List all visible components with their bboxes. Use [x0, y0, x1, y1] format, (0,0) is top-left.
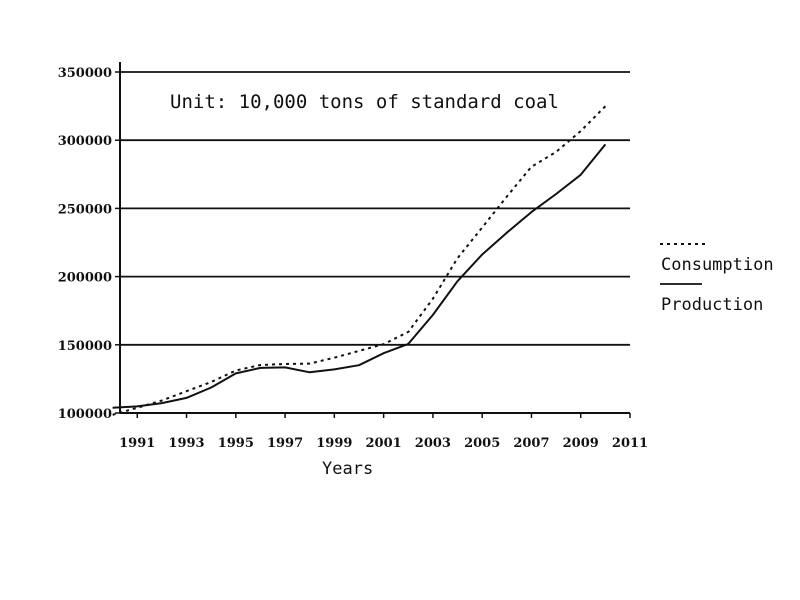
x-axis-title: Years: [322, 459, 373, 479]
x-tick-label-2011: 2011: [612, 436, 648, 451]
x-tick-label-1995: 1995: [218, 436, 254, 451]
y-tick-label-350000: 350000: [58, 66, 112, 81]
series-line-production: [112, 143, 607, 409]
unit-annotation: Unit: 10,000 tons of standard coal: [170, 91, 559, 113]
x-tick-label-1991: 1991: [119, 436, 155, 451]
y-tick-label-150000: 150000: [58, 339, 112, 354]
legend-consumption-label: Consumption: [661, 255, 774, 275]
series-line-consumption: [112, 105, 607, 416]
y-tick-label-250000: 250000: [58, 202, 112, 217]
x-tick-labels: 1991 1993 1995 1997 1999 2001 2003 2005 2007 2009…: [119, 413, 648, 451]
x-tick-label-1999: 1999: [316, 436, 352, 451]
gridlines: [120, 71, 630, 346]
y-tick-label-100000: 100000: [58, 407, 112, 422]
y-tick-label-300000: 300000: [58, 134, 112, 149]
y-tick-labels: 100000 150000 200000 250000 300000 350000: [58, 66, 120, 422]
y-tick-label-200000: 200000: [58, 271, 112, 286]
legend-production-label: Production: [661, 295, 763, 315]
x-tick-label-2005: 2005: [464, 436, 500, 451]
x-tick-label-1993: 1993: [168, 436, 204, 451]
x-tick-label-2001: 2001: [366, 436, 402, 451]
x-tick-label-1997: 1997: [267, 436, 303, 451]
x-tick-label-2009: 2009: [563, 436, 599, 451]
x-tick-label-2007: 2007: [513, 436, 549, 451]
legend: Consumption Production: [660, 243, 774, 315]
x-tick-label-2003: 2003: [415, 436, 451, 451]
series-lines: [112, 105, 607, 416]
